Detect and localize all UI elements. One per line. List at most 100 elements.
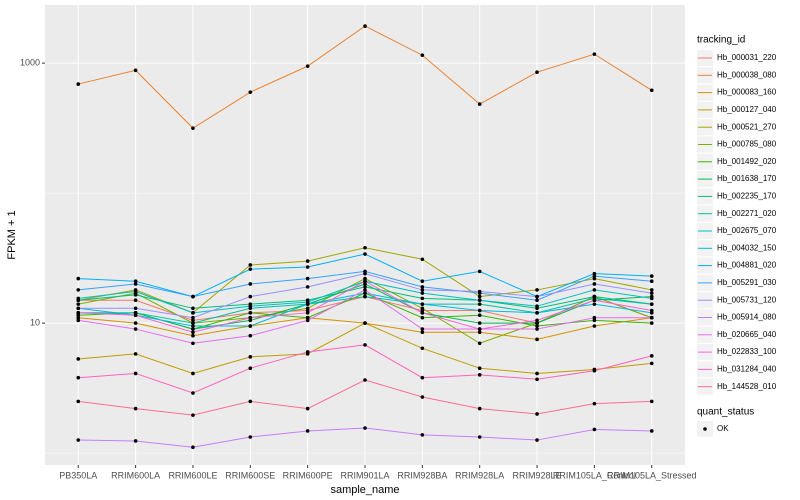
data-point (535, 288, 539, 292)
data-point (191, 324, 195, 328)
data-point (363, 271, 367, 276)
data-point (133, 282, 138, 286)
data-point (191, 333, 195, 338)
data-point (248, 366, 253, 370)
data-point (76, 311, 81, 315)
data-point (133, 321, 138, 325)
data-point (133, 352, 138, 356)
data-point (535, 438, 539, 442)
data-point (133, 279, 138, 284)
data-point (535, 371, 539, 376)
data-point (363, 291, 367, 295)
data-point (649, 279, 654, 284)
legend-label: Hb_001492_020 (717, 157, 777, 166)
x-tick-label: RRIM105LA_Stressed (607, 470, 697, 480)
data-point (477, 341, 482, 346)
data-point (477, 366, 482, 370)
data-point (649, 88, 654, 93)
data-point (649, 321, 654, 325)
data-point (477, 330, 482, 335)
data-point (363, 426, 367, 430)
legend-label: Hb_001638_170 (717, 174, 777, 183)
legend-title: quant_status (697, 407, 754, 418)
data-point (535, 294, 539, 299)
data-point (133, 293, 138, 297)
data-point (477, 289, 482, 294)
data-point (305, 318, 310, 323)
data-point (477, 298, 482, 303)
data-point (420, 53, 425, 58)
data-point (76, 302, 81, 306)
data-point (133, 327, 138, 331)
data-point (535, 324, 539, 328)
data-point (248, 324, 253, 328)
data-point (305, 315, 310, 320)
data-point (305, 302, 310, 306)
data-point (649, 296, 654, 301)
data-point (535, 311, 539, 315)
legend-label: Hb_000083_160 (717, 88, 777, 97)
legend-label: Hb_004032_150 (717, 243, 777, 252)
legend-label: Hb_020665_040 (717, 330, 777, 339)
y-tick-label: 1000 (20, 58, 40, 68)
data-point (191, 294, 195, 299)
data-point (592, 298, 597, 303)
data-point (535, 337, 539, 342)
data-point (248, 282, 253, 286)
data-point (535, 321, 539, 325)
data-point (535, 70, 539, 74)
data-point (76, 296, 81, 301)
data-point (248, 294, 253, 299)
data-point (305, 306, 310, 311)
data-point (76, 315, 81, 320)
data-point (191, 327, 195, 331)
data-point (592, 324, 597, 328)
data-point (420, 302, 425, 306)
data-point (363, 321, 367, 325)
x-tick-label: PB350LA (59, 470, 97, 480)
data-point (248, 333, 253, 338)
data-point (191, 311, 195, 315)
data-point (477, 327, 482, 331)
data-point (649, 302, 654, 306)
data-point (477, 406, 482, 411)
data-point (363, 378, 367, 382)
data-point (305, 350, 310, 354)
x-tick-label: RRIM928BA (397, 470, 447, 480)
data-point (363, 282, 367, 286)
data-point (191, 306, 195, 311)
data-point (420, 395, 425, 399)
data-point (420, 296, 425, 301)
legend-label: Hb_000038_080 (717, 70, 777, 79)
legend-label: Hb_022833_100 (717, 347, 777, 356)
data-point (191, 330, 195, 335)
data-point (363, 245, 367, 250)
data-point (649, 429, 654, 433)
data-point (248, 311, 253, 315)
data-point (76, 318, 81, 323)
data-point (535, 298, 539, 303)
data-point (592, 315, 597, 320)
data-point (133, 371, 138, 376)
legend-title: tracking_id (697, 35, 745, 46)
data-point (649, 399, 654, 404)
data-point (420, 291, 425, 295)
data-point (305, 265, 310, 269)
data-point (363, 252, 367, 256)
data-point (248, 399, 253, 404)
legend: tracking_id Hb_000031_220 Hb_000038_080 Hb_… (697, 35, 777, 437)
data-point (76, 288, 81, 292)
data-point (420, 346, 425, 351)
data-point (420, 306, 425, 311)
legend-label: Hb_005914_080 (717, 313, 777, 322)
data-point (191, 341, 195, 346)
x-tick-label: RRIM928LE (513, 470, 562, 480)
legend-label: Hb_002271_020 (717, 209, 777, 218)
data-point (649, 354, 654, 358)
data-point (191, 315, 195, 320)
x-tick-label: RRIM600SE (225, 470, 275, 480)
data-point (592, 52, 597, 56)
data-point (76, 375, 81, 380)
data-point (133, 306, 138, 311)
data-point (363, 279, 367, 284)
